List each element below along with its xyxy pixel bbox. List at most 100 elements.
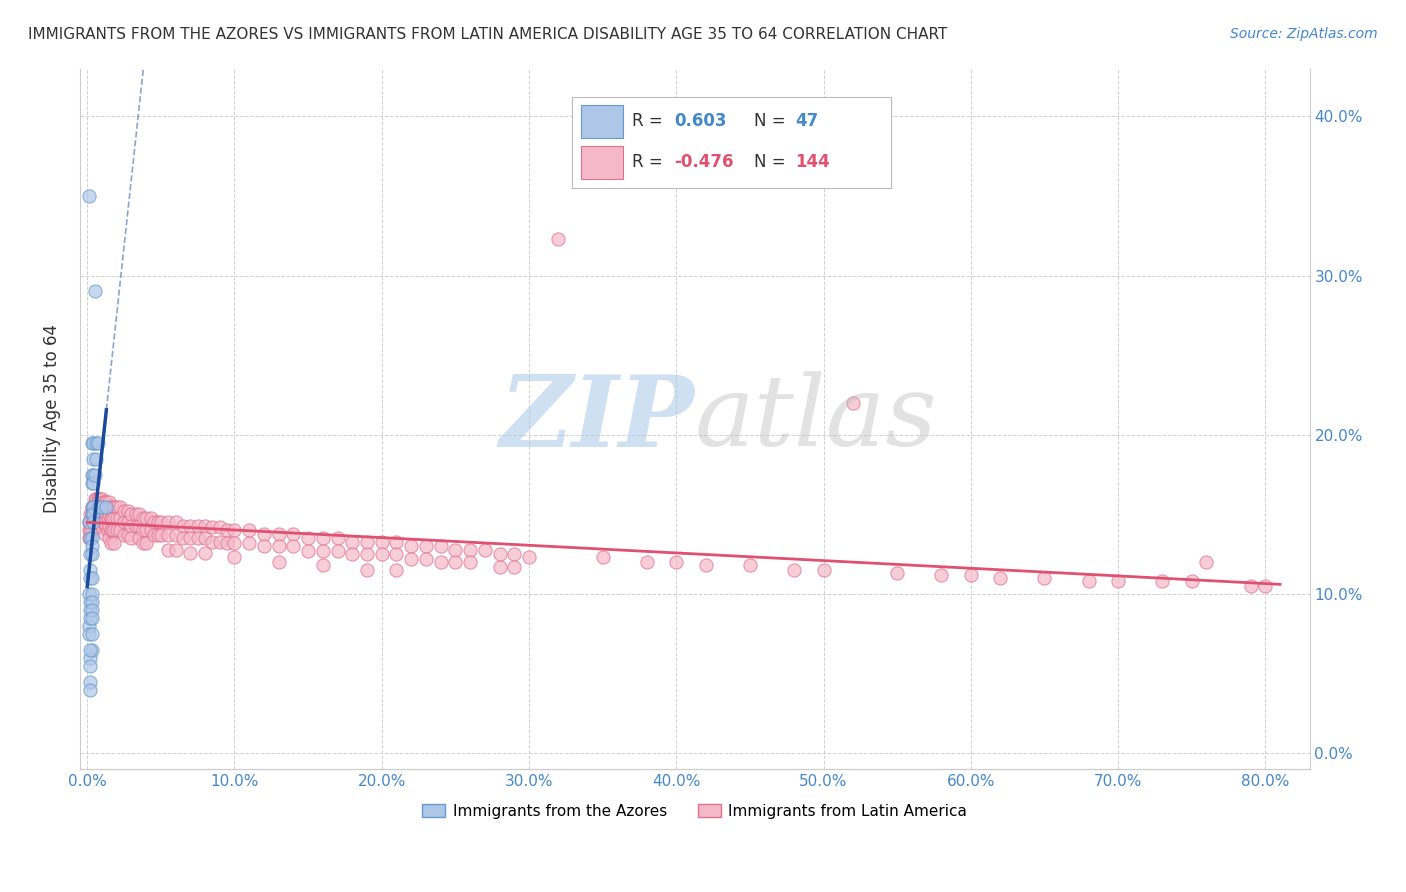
Point	[128, 518, 150, 533]
Point	[665, 555, 688, 569]
Point	[342, 534, 364, 549]
Point	[98, 508, 121, 522]
Point	[1254, 579, 1277, 593]
Point	[103, 524, 125, 538]
Point	[79, 611, 101, 625]
Point	[84, 451, 107, 466]
Point	[1181, 574, 1204, 589]
Point	[101, 524, 124, 538]
Point	[84, 516, 107, 530]
Point	[488, 560, 510, 574]
Point	[86, 435, 108, 450]
Point	[80, 467, 103, 482]
Point	[959, 568, 981, 582]
Point	[267, 526, 290, 541]
Point	[157, 542, 180, 557]
Point	[79, 658, 101, 673]
Point	[82, 516, 104, 530]
Point	[96, 518, 118, 533]
Point	[89, 510, 111, 524]
Point	[82, 508, 104, 522]
Point	[312, 558, 335, 573]
Point	[93, 494, 115, 508]
Point	[385, 563, 408, 577]
Point	[80, 435, 103, 450]
Point	[77, 516, 100, 530]
Point	[97, 510, 120, 524]
Text: ZIP: ZIP	[499, 371, 695, 467]
Point	[194, 532, 217, 546]
Point	[79, 674, 101, 689]
Point	[91, 500, 114, 514]
Point	[103, 510, 125, 524]
Point	[79, 532, 101, 546]
Point	[312, 532, 335, 546]
Point	[96, 494, 118, 508]
Point	[80, 524, 103, 538]
Point	[194, 518, 217, 533]
Point	[157, 516, 180, 530]
Point	[208, 520, 231, 534]
Point	[415, 539, 437, 553]
Point	[93, 504, 115, 518]
Point	[488, 547, 510, 561]
Point	[187, 532, 209, 546]
Point	[79, 650, 101, 665]
Point	[988, 571, 1011, 585]
Point	[139, 524, 162, 538]
Point	[326, 544, 349, 558]
Point	[79, 571, 101, 585]
Point	[94, 494, 117, 508]
Point	[86, 491, 108, 506]
Point	[100, 524, 122, 538]
Point	[297, 544, 319, 558]
Point	[77, 516, 100, 530]
Point	[82, 516, 104, 530]
Point	[1107, 574, 1129, 589]
Point	[94, 504, 117, 518]
Point	[217, 524, 239, 538]
Point	[139, 510, 162, 524]
Point	[356, 534, 378, 549]
Point	[356, 547, 378, 561]
Point	[120, 508, 142, 522]
Point	[474, 542, 496, 557]
Point	[187, 518, 209, 533]
Point	[98, 494, 121, 508]
Point	[79, 516, 101, 530]
Point	[82, 500, 104, 514]
Point	[89, 500, 111, 514]
Point	[312, 544, 335, 558]
Point	[79, 524, 101, 538]
Point	[83, 508, 105, 522]
Point	[77, 627, 100, 641]
Point	[100, 510, 122, 524]
Point	[142, 528, 165, 542]
Point	[117, 516, 139, 530]
Text: atlas: atlas	[695, 371, 938, 467]
Point	[87, 508, 110, 522]
Point	[84, 435, 107, 450]
Point	[101, 500, 124, 514]
Point	[224, 536, 246, 550]
Point	[592, 550, 614, 565]
Point	[371, 534, 394, 549]
Point	[82, 467, 104, 482]
Point	[458, 555, 481, 569]
Point	[201, 520, 224, 534]
Point	[80, 500, 103, 514]
Point	[79, 595, 101, 609]
Point	[77, 587, 100, 601]
Point	[157, 528, 180, 542]
Point	[112, 516, 135, 530]
Point	[79, 508, 101, 522]
Point	[283, 539, 305, 553]
Point	[82, 508, 104, 522]
Point	[135, 536, 157, 550]
Point	[503, 547, 526, 561]
Point	[87, 491, 110, 506]
Point	[547, 232, 569, 246]
Point	[135, 524, 157, 538]
Point	[695, 558, 717, 573]
Point	[636, 555, 658, 569]
